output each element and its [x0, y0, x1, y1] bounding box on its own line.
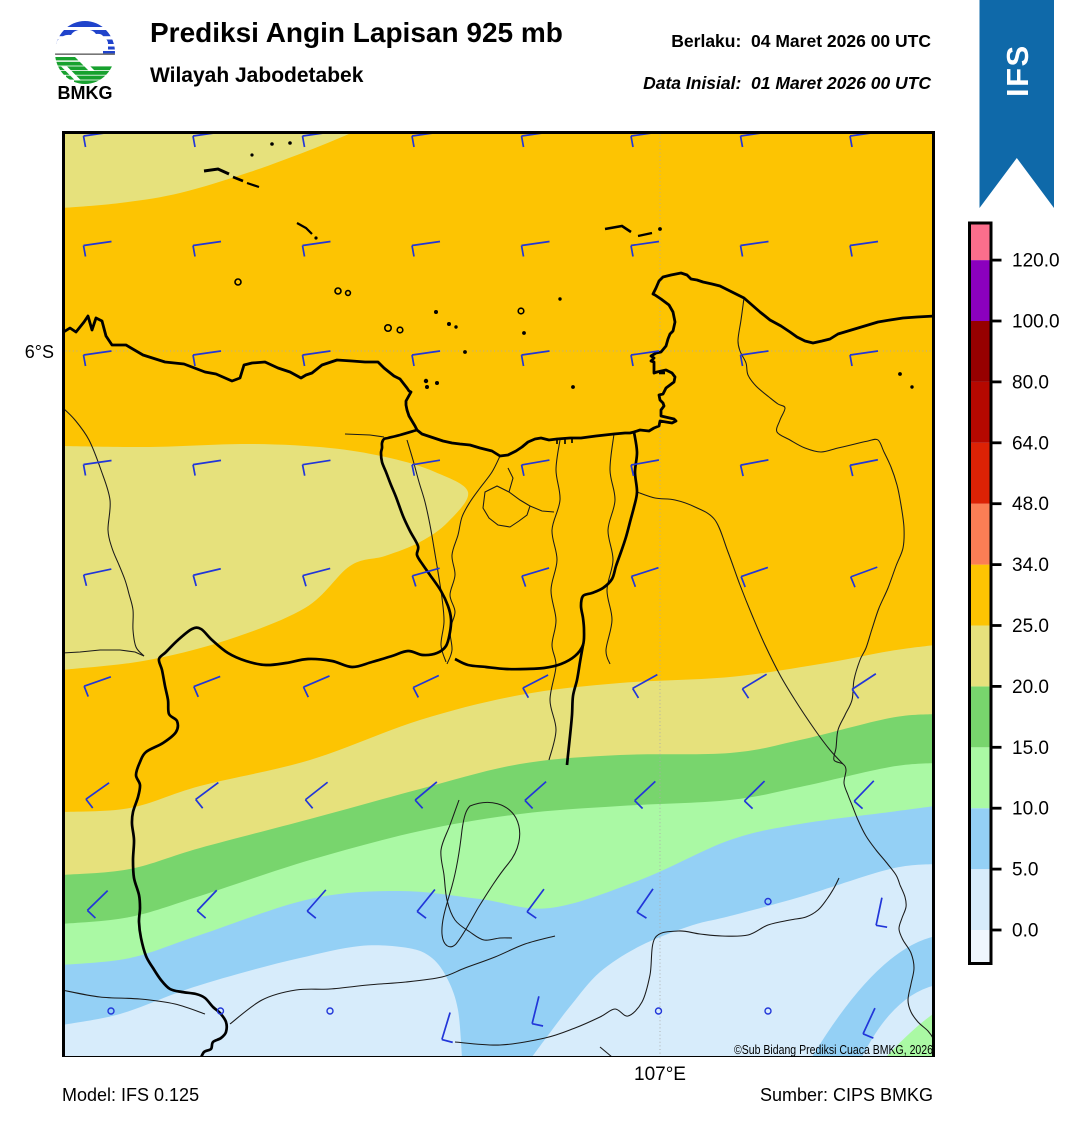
svg-text:120.0: 120.0 — [1012, 251, 1060, 272]
svg-text:100.0: 100.0 — [1012, 312, 1060, 333]
svg-text:34.0: 34.0 — [1012, 555, 1049, 576]
svg-text:48.0: 48.0 — [1012, 494, 1049, 515]
svg-text:80.0: 80.0 — [1012, 372, 1049, 393]
svg-text:64.0: 64.0 — [1012, 433, 1049, 454]
svg-text:BMKG: BMKG — [58, 83, 113, 102]
svg-text:10.0: 10.0 — [1012, 799, 1049, 820]
svg-text:5.0: 5.0 — [1012, 860, 1038, 881]
svg-text:15.0: 15.0 — [1012, 738, 1049, 759]
svg-text:IFS: IFS — [1000, 44, 1035, 97]
svg-text:20.0: 20.0 — [1012, 677, 1049, 698]
svg-text:25.0: 25.0 — [1012, 616, 1049, 637]
svg-text:0.0: 0.0 — [1012, 921, 1038, 942]
svg-text:©Sub Bidang Prediksi Cuaca BMK: ©Sub Bidang Prediksi Cuaca BMKG, 2026 — [734, 1042, 933, 1057]
